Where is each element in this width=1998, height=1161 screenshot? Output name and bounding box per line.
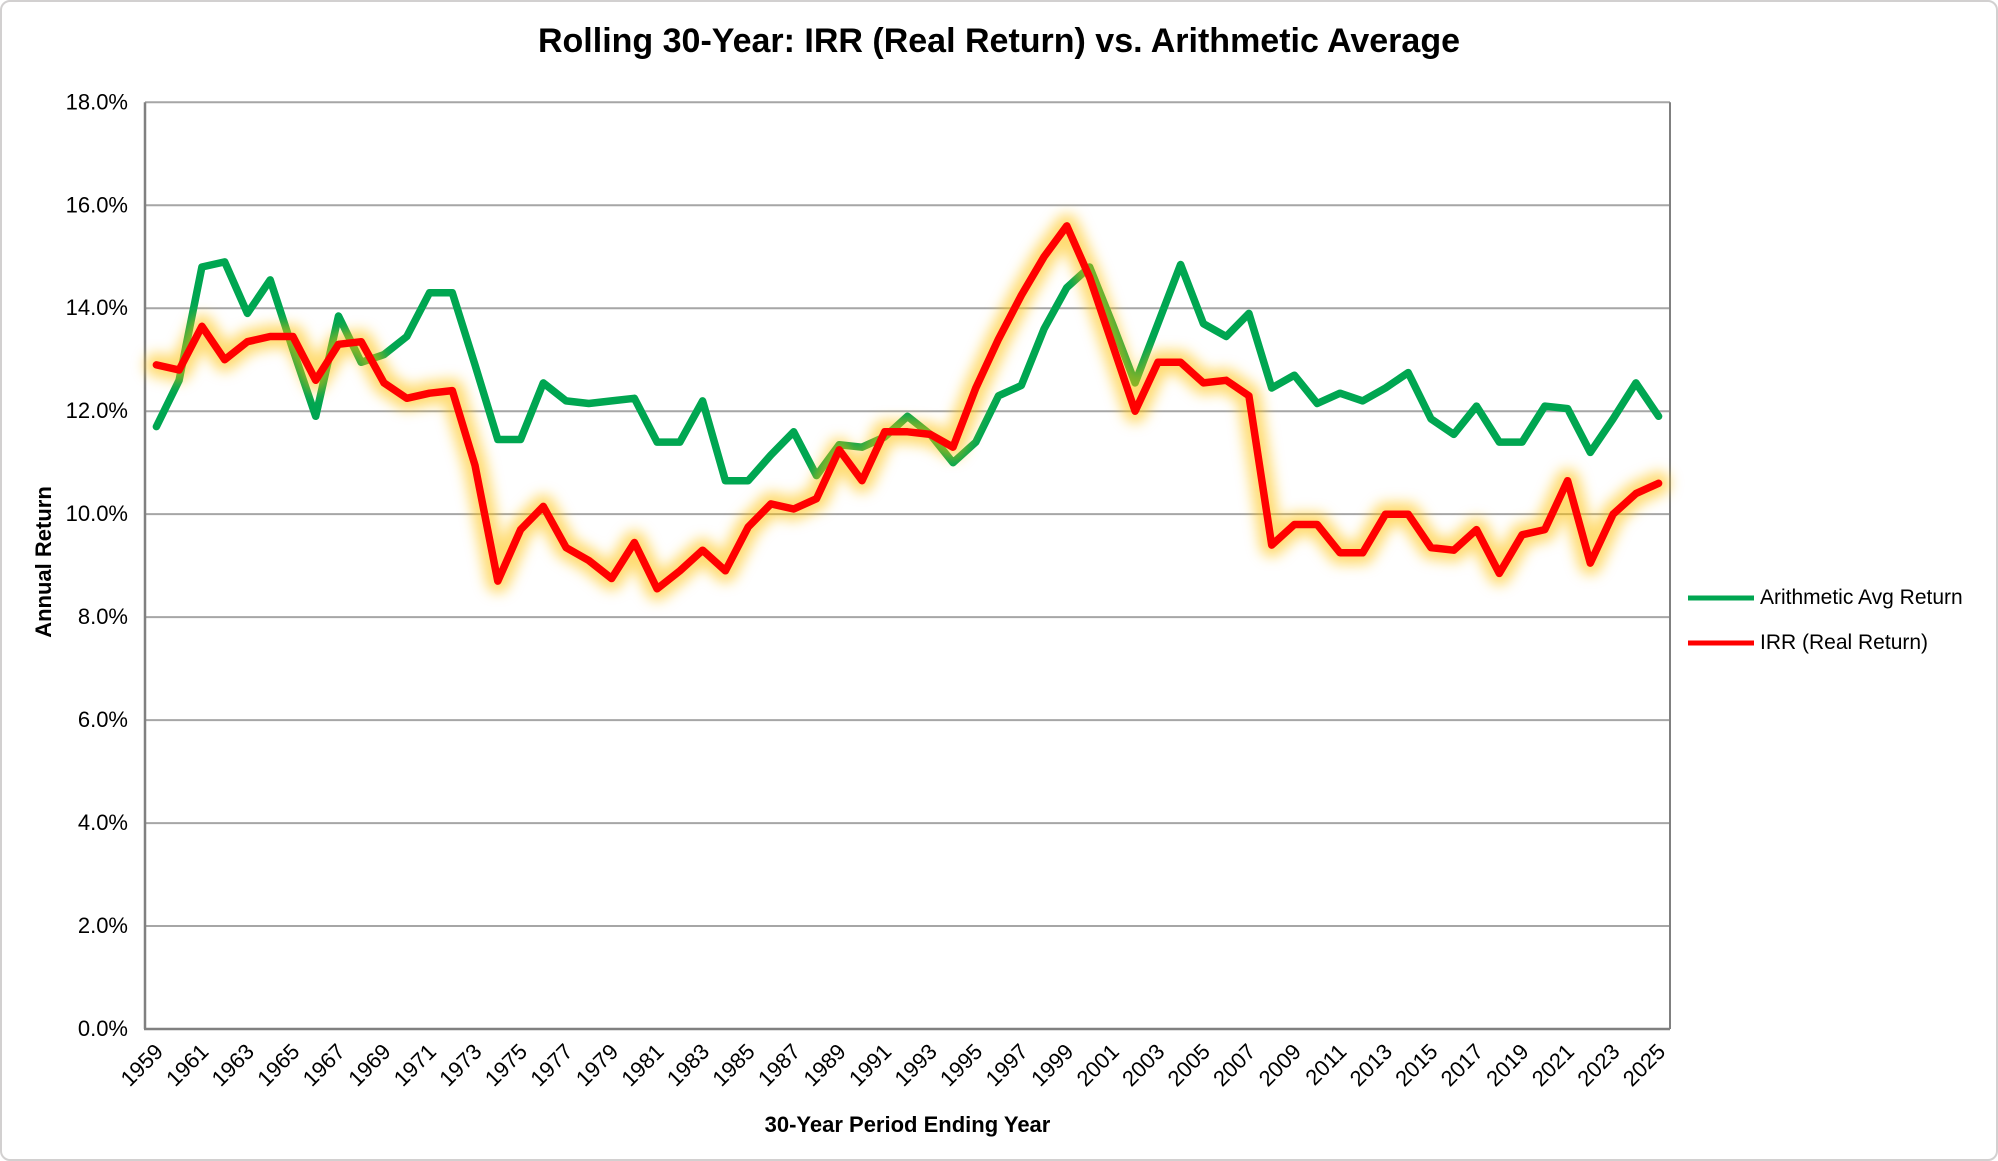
x-tick-label: 2013 (1345, 1039, 1397, 1091)
x-tick-label: 2021 (1527, 1039, 1579, 1091)
y-tick-label: 14.0% (66, 295, 128, 320)
series-irr-glow (144, 213, 1671, 601)
x-tick-label: 1997 (981, 1039, 1033, 1091)
x-tick-label: 1999 (1026, 1039, 1078, 1091)
legend-label-irr: IRR (Real Return) (1760, 631, 1929, 654)
x-tick-label: 2015 (1390, 1039, 1442, 1091)
x-tick-label: 2003 (1117, 1039, 1169, 1091)
x-tick-label: 1977 (525, 1039, 577, 1091)
y-tick-label: 16.0% (66, 192, 128, 217)
y-tick-label: 18.0% (66, 89, 128, 114)
y-tick-label: 4.0% (78, 810, 128, 835)
x-tick-label: 2005 (1163, 1039, 1215, 1091)
x-tick-label: 1973 (434, 1039, 486, 1091)
x-tick-label: 1967 (298, 1039, 350, 1091)
x-tick-label: 1983 (662, 1039, 714, 1091)
series-irr-line (152, 222, 1663, 593)
legend-swatch-green-line (1688, 595, 1754, 601)
legend-swatch-red-line (1688, 640, 1754, 646)
x-tick-label: 1963 (207, 1039, 259, 1091)
x-tick-label: 2001 (1072, 1039, 1124, 1091)
x-tick-label: 1969 (343, 1039, 395, 1091)
x-tick-label: 1993 (890, 1039, 942, 1091)
y-tick-label: 0.0% (78, 1016, 128, 1041)
legend-item-irr: IRR (Real Return) (1686, 631, 1963, 655)
y-tick-label: 2.0% (78, 913, 128, 938)
x-tick-label: 1979 (571, 1039, 623, 1091)
x-tick-label: 1985 (707, 1039, 759, 1091)
x-tick-label: 2007 (1208, 1039, 1260, 1091)
x-axis-title: 30-Year Period Ending Year (764, 1112, 1051, 1137)
y-tick-label: 12.0% (66, 398, 128, 423)
legend-label-arithmetic-avg: Arithmetic Avg Return (1760, 586, 1963, 609)
x-tick-label: 2017 (1436, 1039, 1488, 1091)
x-tick-label: 1965 (252, 1039, 304, 1091)
x-tick-label: 1971 (389, 1039, 441, 1091)
x-tick-label: 1991 (844, 1039, 896, 1091)
y-tick-label: 6.0% (78, 707, 128, 732)
x-tick-label: 1981 (616, 1039, 668, 1091)
x-tick-label: 2011 (1300, 1039, 1351, 1090)
legend-item-arithmetic-avg: Arithmetic Avg Return (1686, 586, 1963, 610)
chart-title: Rolling 30-Year: IRR (Real Return) vs. A… (537, 22, 1461, 60)
x-tick-label: 1959 (116, 1039, 168, 1091)
x-tick-label: 1987 (753, 1039, 805, 1091)
y-tick-label: 10.0% (66, 501, 128, 526)
legend: Arithmetic Avg Return IRR (Real Return) (1686, 586, 1963, 655)
x-tick-label: 1995 (935, 1039, 987, 1091)
y-tick-label: 8.0% (78, 604, 128, 629)
x-tick-label: 2023 (1572, 1039, 1624, 1091)
y-axis-title: Annual Return (31, 486, 56, 638)
series-arithmetic-avg-line (152, 258, 1663, 485)
x-tick-label: 2025 (1618, 1039, 1670, 1091)
x-tick-label: 1989 (798, 1039, 850, 1091)
x-tick-label: 1975 (480, 1039, 532, 1091)
x-tick-label: 2009 (1254, 1039, 1306, 1091)
x-tick-label: 2019 (1481, 1039, 1533, 1091)
x-tick-label: 1961 (161, 1039, 213, 1091)
